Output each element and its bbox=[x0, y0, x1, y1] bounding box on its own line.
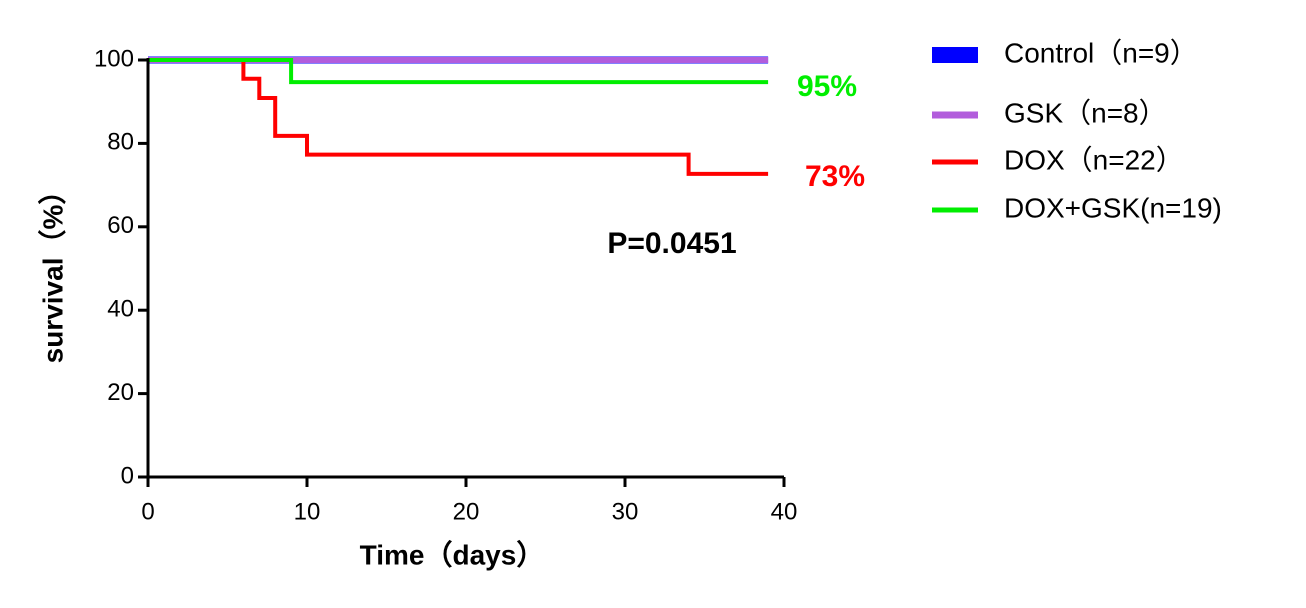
legend-label: DOX（n=22） bbox=[1004, 144, 1184, 175]
legend-swatch bbox=[932, 47, 978, 63]
y-axis-label: survival（%） bbox=[36, 177, 68, 364]
legend-label: GSK（n=8） bbox=[1004, 97, 1167, 128]
y-tick-label: 20 bbox=[107, 379, 134, 406]
survival-line bbox=[148, 58, 769, 85]
y-tick-label: 0 bbox=[121, 462, 134, 489]
x-tick-label: 30 bbox=[612, 498, 639, 525]
x-tick-label: 10 bbox=[294, 498, 321, 525]
annotation: 95% bbox=[797, 70, 857, 103]
legend-label: Control（n=9） bbox=[1004, 37, 1198, 68]
annotation: 73% bbox=[805, 160, 865, 193]
x-tick-label: 20 bbox=[453, 498, 480, 525]
y-tick-label: 60 bbox=[107, 212, 134, 239]
annotation: P=0.0451 bbox=[607, 227, 736, 260]
survival-line bbox=[148, 58, 769, 176]
y-tick-label: 100 bbox=[94, 45, 134, 72]
x-tick-label: 40 bbox=[771, 498, 798, 525]
y-tick-label: 80 bbox=[107, 129, 134, 156]
x-tick-label: 0 bbox=[141, 498, 154, 525]
legend-label: DOX+GSK(n=19) bbox=[1004, 192, 1222, 223]
y-tick-label: 40 bbox=[107, 296, 134, 323]
x-axis-label: Time（days） bbox=[360, 538, 545, 570]
